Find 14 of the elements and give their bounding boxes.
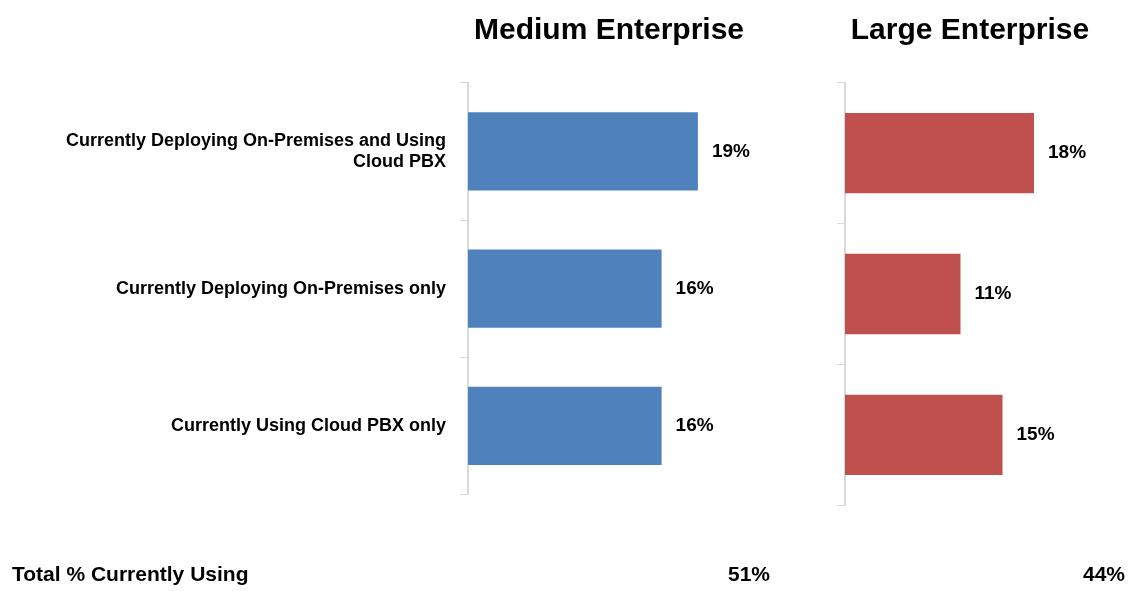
chart-title: Medium Enterprise <box>472 11 746 47</box>
text: 44% <box>1082 562 1125 586</box>
data-label: 19% <box>711 139 751 161</box>
y-tick-label: Currently Using Cloud PBX only <box>170 414 446 435</box>
chart-title: Large Enterprise <box>849 11 1091 47</box>
y-tick-label: Currently Deploying On-Premises and Using Cloud PBX <box>65 129 446 172</box>
data-label: 16% <box>675 276 714 298</box>
data-label: 16% <box>675 414 714 436</box>
text: Total % Currently Using <box>12 562 249 586</box>
data-label: 15% <box>1016 423 1055 445</box>
data-label: 18% <box>1048 141 1087 163</box>
data-label: 11% <box>974 282 1012 304</box>
text: 51% <box>727 562 770 586</box>
y-tick-label: Currently Deploying On-Premises only <box>115 277 446 298</box>
